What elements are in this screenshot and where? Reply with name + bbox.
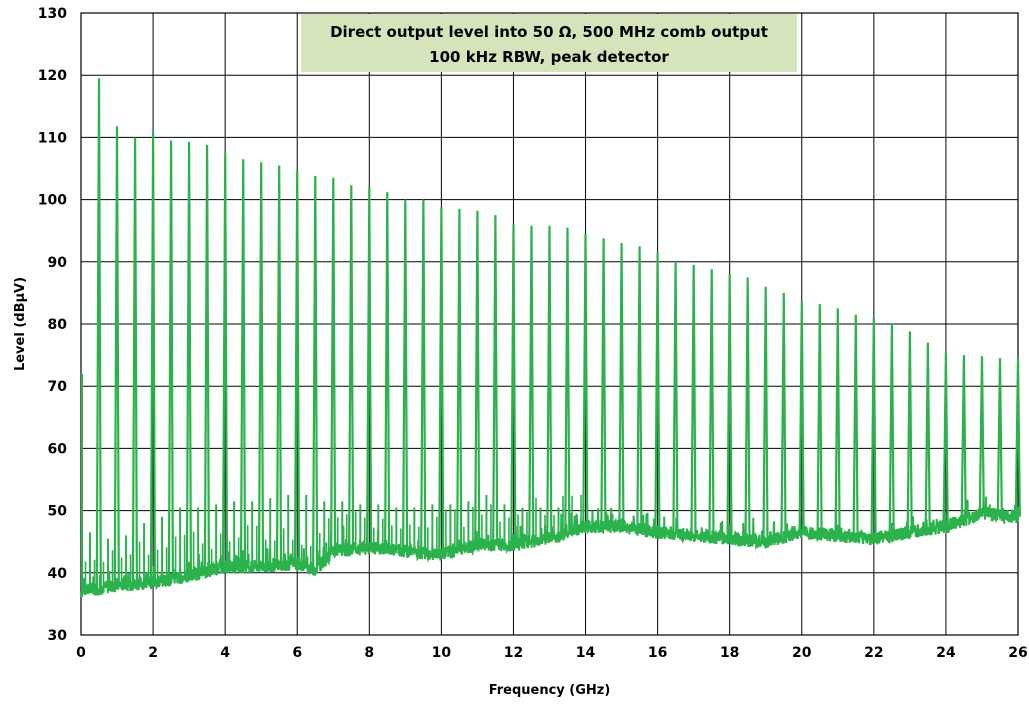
comb-peak — [708, 269, 715, 538]
comb-peak — [167, 140, 174, 580]
comb-peak — [275, 165, 283, 566]
comb-peak — [798, 302, 805, 533]
chart-title-line-1: Direct output level into 50 Ω, 500 MHz c… — [330, 23, 768, 41]
comb-peak — [582, 233, 589, 527]
comb-peak — [654, 252, 661, 533]
comb-peak — [672, 261, 679, 534]
comb-peak — [978, 356, 985, 514]
x-tick-label: 24 — [936, 645, 956, 661]
y-tick-label: 100 — [38, 193, 67, 209]
plot-border — [80, 12, 1019, 636]
axes: 0 2 4 6 8 10 12 14 16 18 20 22 24 2630405060708090100… — [38, 6, 1028, 661]
x-tick-label: 12 — [504, 645, 523, 661]
comb-peak — [852, 314, 859, 538]
comb-peak — [1014, 358, 1021, 517]
x-tick-label: 2 — [148, 645, 158, 661]
x-tick-label: 16 — [648, 645, 667, 661]
y-tick-label: 130 — [38, 6, 67, 22]
comb-peak — [870, 317, 877, 539]
comb-peak — [384, 192, 391, 550]
comb-peak — [348, 185, 355, 550]
comb-peak — [438, 207, 445, 555]
comb-peak — [366, 187, 373, 548]
title-background — [301, 14, 797, 72]
comb-peak — [564, 227, 571, 533]
comb-peak — [600, 238, 607, 527]
comb-peak — [420, 199, 427, 553]
comb-peak — [528, 225, 535, 542]
comb-peak — [618, 243, 625, 527]
comb-peak — [456, 208, 463, 550]
noise-floor-trace — [80, 496, 1019, 598]
comb-peak — [888, 323, 895, 536]
x-tick-label: 20 — [792, 645, 812, 661]
x-tick-label: 14 — [576, 645, 596, 661]
y-tick-label: 30 — [48, 628, 68, 644]
comb-peak — [312, 175, 319, 570]
comb-peak — [924, 342, 931, 530]
comb-peak — [95, 78, 102, 589]
comb-peak — [330, 177, 337, 552]
x-tick-label: 26 — [1008, 645, 1027, 661]
comb-peak — [726, 274, 733, 539]
comb-peak — [906, 331, 913, 533]
x-tick-label: 10 — [432, 645, 452, 661]
comb-peak — [510, 224, 517, 545]
comb-peak — [546, 225, 553, 539]
comb-peak — [834, 308, 841, 536]
comb-peak — [780, 292, 787, 538]
grid — [80, 12, 1019, 636]
x-tick-label: 18 — [720, 645, 739, 661]
comb-peak — [996, 358, 1003, 516]
comb-peak — [221, 152, 229, 567]
comb-peak — [149, 132, 156, 583]
comb-peak — [690, 264, 697, 536]
comb-peak — [203, 144, 210, 572]
x-tick-label: 4 — [220, 645, 230, 661]
comb-peak — [402, 199, 409, 552]
x-tick-label: 6 — [292, 645, 302, 661]
comb-peak — [113, 126, 120, 586]
y-axis-label: Level (dBμV) — [13, 277, 28, 371]
comb-peak — [257, 162, 265, 567]
comb-peak — [492, 215, 499, 545]
x-axis-label: Frequency (GHz) — [489, 683, 611, 698]
plot-area — [80, 78, 1021, 598]
y-tick-label: 60 — [48, 441, 68, 457]
comb-peak — [131, 137, 138, 584]
comb-peak — [474, 210, 481, 545]
comb-peak — [816, 304, 823, 534]
y-tick-label: 110 — [38, 130, 67, 146]
comb-peak — [942, 351, 949, 527]
x-tick-label: 0 — [76, 645, 86, 661]
comb-peak — [636, 246, 643, 530]
chart-title-line-2: 100 kHz RBW, peak detector — [429, 48, 669, 66]
comb-peak — [239, 159, 247, 567]
comb-peak — [744, 277, 751, 541]
comb-peak — [960, 355, 967, 520]
y-tick-label: 40 — [48, 566, 68, 582]
comb-peak — [185, 141, 192, 576]
x-tick-label: 22 — [864, 645, 883, 661]
x-tick-label: 8 — [364, 645, 374, 661]
y-tick-label: 90 — [48, 255, 68, 271]
y-tick-label: 80 — [48, 317, 68, 333]
comb-peak — [293, 169, 301, 564]
comb-peak — [762, 286, 769, 542]
y-tick-label: 120 — [38, 68, 67, 84]
chart-title-box: Direct output level into 50 Ω, 500 MHz c… — [301, 14, 797, 72]
y-tick-label: 70 — [48, 379, 68, 395]
y-tick-label: 50 — [48, 504, 68, 520]
